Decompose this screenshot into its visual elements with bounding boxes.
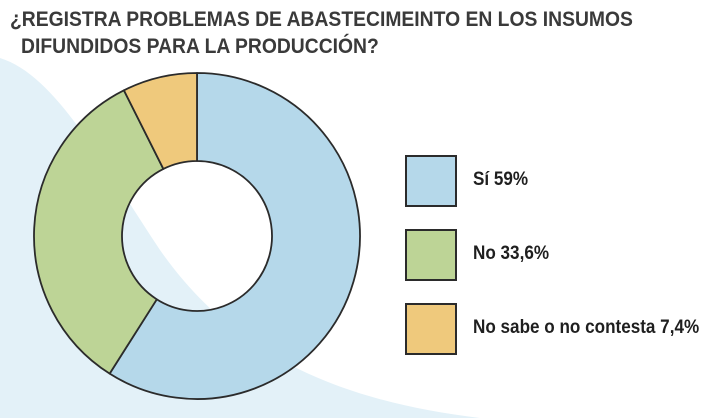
- legend-item-no: No 33,6%: [405, 229, 705, 281]
- legend-swatch-si: [405, 155, 457, 207]
- chart-title: ¿REGISTRA PROBLEMAS DE ABASTECIMEINTO EN…: [10, 6, 645, 60]
- chart-title-line-2: DIFUNDIDOS PARA LA PRODUCCIÓN?: [21, 35, 379, 58]
- legend-label-no: No 33,6%: [473, 243, 550, 264]
- donut-slice-no-sabe: [123, 72, 198, 170]
- legend-item-no-sabe: No sabe o no contesta 7,4%: [405, 303, 705, 355]
- donut-slice-no: [33, 89, 165, 375]
- legend-label-no-sabe: No sabe o no contesta 7,4%: [473, 317, 700, 338]
- donut-slice-si: [108, 72, 361, 400]
- legend-swatch-no-sabe: [405, 303, 457, 355]
- chart-title-line-1: ¿REGISTRA PROBLEMAS DE ABASTECIMEINTO EN…: [10, 8, 633, 31]
- legend-label-si: Sí 59%: [473, 169, 529, 190]
- legend-swatch-no: [405, 229, 457, 281]
- legend-item-si: Sí 59%: [405, 155, 705, 207]
